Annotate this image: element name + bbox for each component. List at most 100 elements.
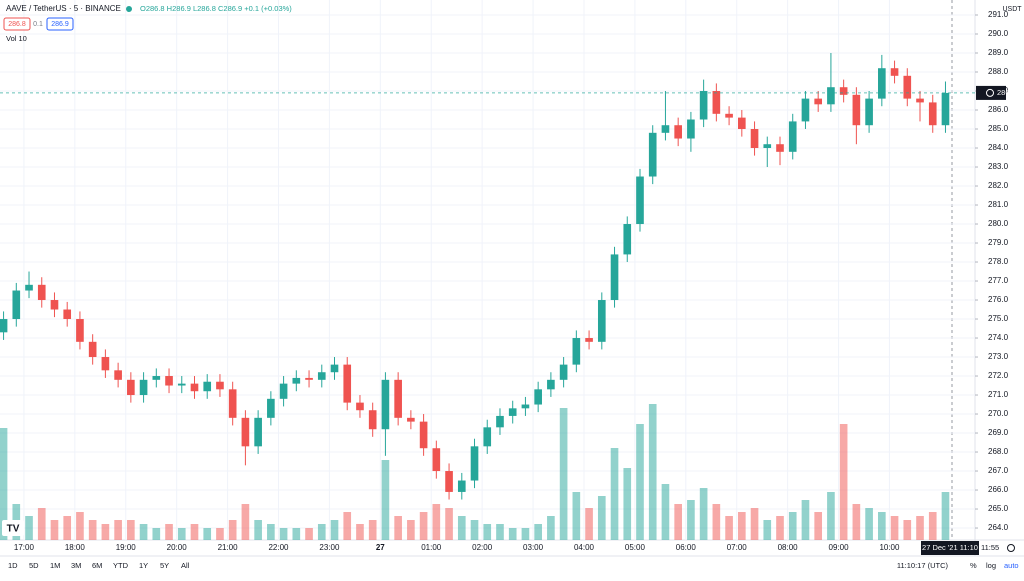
volume-bar: [356, 524, 364, 540]
range-button[interactable]: 5D: [29, 561, 39, 570]
volume-bar: [216, 528, 224, 540]
y-tick-label: 264.0: [988, 523, 1009, 532]
y-tick-label: 282.0: [988, 181, 1009, 190]
candle-body: [865, 98, 873, 126]
buy-price[interactable]: 286.9: [51, 21, 69, 28]
candle-body: [763, 144, 772, 149]
candle-body: [228, 389, 237, 418]
range-button[interactable]: 3M: [71, 561, 81, 570]
plot-layer: [0, 0, 975, 540]
x-tick-label: 23:00: [319, 543, 340, 552]
range-button[interactable]: All: [181, 561, 190, 570]
sell-badge[interactable]: [3, 17, 31, 31]
candle-body: [852, 94, 861, 126]
volume-bar: [267, 524, 275, 540]
volume-bar: [928, 512, 937, 540]
option-button[interactable]: %: [970, 561, 977, 570]
y-tick-label: 284.0: [988, 143, 1009, 152]
logo-bg: [2, 520, 24, 536]
candle-body: [572, 338, 581, 365]
x-tick-label: 27: [376, 543, 385, 552]
volume-bar: [432, 504, 441, 540]
x-tick-label: 03:00: [523, 543, 544, 552]
volume-bar: [737, 512, 746, 540]
candle-body: [648, 132, 657, 177]
candle-body: [737, 117, 746, 130]
x-tick-label: 01:00: [421, 543, 442, 552]
y-tick-label: 280.0: [988, 219, 1009, 228]
symbol[interactable]: AAVE / TetherUS · 5 · BINANCE: [6, 4, 121, 13]
range-button[interactable]: 6M: [92, 561, 102, 570]
volume-bar: [788, 512, 797, 540]
crosshair-time-bg: [921, 541, 979, 555]
volume-bar: [648, 404, 657, 540]
candle-body: [827, 87, 835, 105]
candle-body: [101, 357, 110, 371]
volume-bar: [776, 516, 784, 540]
volume-bar: [496, 524, 504, 540]
volume-bar: [368, 520, 377, 540]
candle-body: [88, 341, 97, 358]
range-button[interactable]: 5Y: [160, 561, 169, 570]
sell-price[interactable]: 286.8: [8, 21, 26, 28]
status-dot: [126, 6, 132, 12]
volume-bar: [114, 520, 122, 540]
range-button[interactable]: 1Y: [139, 561, 148, 570]
candle-body: [903, 75, 912, 99]
candle-body: [623, 224, 632, 255]
volume-bar: [623, 468, 632, 540]
y-tick-label: 274.0: [988, 333, 1009, 342]
volume-bar: [547, 516, 555, 540]
candle-body: [788, 121, 797, 152]
candle-body: [368, 410, 377, 430]
candle-body: [394, 379, 402, 418]
candle-body: [534, 389, 542, 405]
candle-body: [0, 319, 8, 333]
volume-bar: [165, 524, 173, 540]
candle-body: [801, 98, 810, 122]
volume-bar: [814, 512, 823, 540]
candle-body: [381, 379, 390, 430]
candle-body: [687, 119, 695, 139]
candle-body: [407, 417, 415, 422]
y-tick-label: 291.0: [988, 10, 1009, 19]
volume-bar: [228, 520, 237, 540]
y-tick-label: 266.0: [988, 485, 1009, 494]
volume-bar: [394, 516, 402, 540]
y-tick-label: 281.0: [988, 200, 1009, 209]
candle-body: [279, 383, 288, 399]
settings-icon[interactable]: [1007, 544, 1015, 552]
y-tick-label: 267.0: [988, 466, 1009, 475]
logo[interactable]: TV: [7, 524, 20, 535]
candle-body: [521, 404, 530, 409]
y-tick-label: 289.0: [988, 48, 1009, 57]
candle-body: [37, 284, 46, 301]
volume-bar: [941, 492, 950, 540]
y-tick-label: 273.0: [988, 352, 1009, 361]
volume-bar: [101, 524, 110, 540]
next-time: 11:55: [981, 543, 999, 552]
range-button[interactable]: 1M: [50, 561, 60, 570]
volume-bar: [445, 508, 453, 540]
volume-bar: [254, 520, 262, 540]
option-button[interactable]: auto: [1004, 561, 1019, 570]
volume-bar: [712, 504, 721, 540]
volume-bar: [572, 492, 581, 540]
range-button[interactable]: YTD: [113, 561, 129, 570]
volume-bar: [343, 512, 352, 540]
option-button[interactable]: log: [986, 561, 996, 570]
candle-body: [330, 364, 339, 373]
last-price-label: 286.9: [997, 88, 1016, 97]
range-button[interactable]: 1D: [8, 561, 18, 570]
volume-bar: [750, 508, 759, 540]
volume-bar: [878, 512, 886, 540]
ohlc-text: O286.8 H286.9 L286.8 C286.9 +0.1 (+0.03%…: [140, 4, 292, 13]
candle-body: [445, 471, 453, 492]
y-tick-label: 269.0: [988, 428, 1009, 437]
volume-bar: [330, 520, 339, 540]
buy-badge[interactable]: [46, 17, 74, 31]
spread: 0.1: [33, 21, 43, 28]
x-tick-label: 19:00: [116, 543, 137, 552]
volume-bar: [521, 528, 530, 540]
